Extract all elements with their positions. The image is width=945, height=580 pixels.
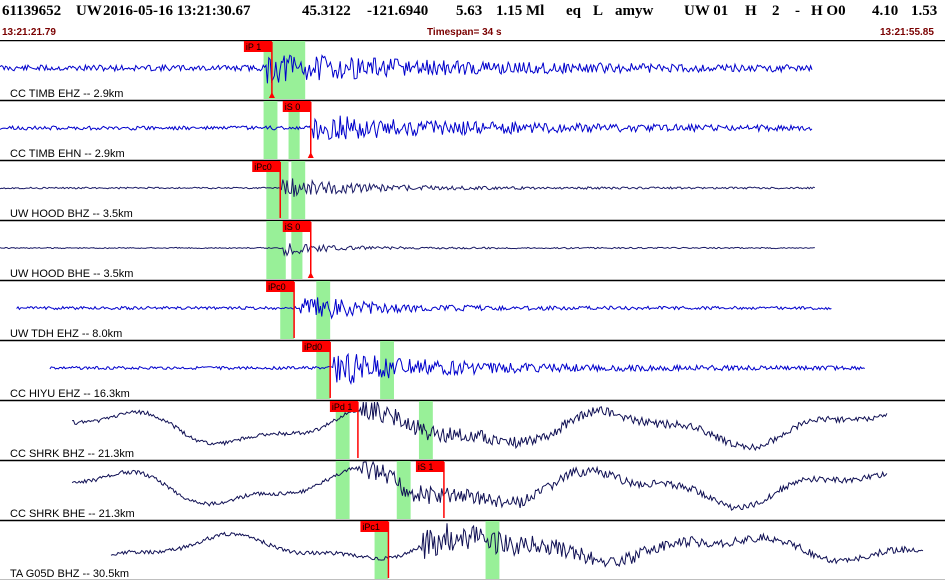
pick-window	[291, 221, 303, 279]
trace-label: TA G05D BHZ -- 30.5km	[10, 568, 129, 580]
seismogram-panel[interactable]: iP 1 CC TIMB EHZ -- 2.9km iS 0 CC TIMB EHN …	[0, 40, 945, 580]
pick-label[interactable]: iS 1	[418, 462, 434, 472]
waveform-trace	[110, 523, 924, 568]
pick-label[interactable]: iPd 1	[332, 402, 353, 412]
pick-flag[interactable]	[282, 221, 311, 232]
pick-flag[interactable]	[302, 341, 331, 352]
start-time: 13:21:21.79	[2, 27, 56, 38]
pick-window	[280, 281, 295, 339]
pick-label[interactable]: iPd0	[304, 342, 322, 352]
trace-label: CC SHRK BHZ -- 21.3km	[10, 448, 134, 460]
trace-label: CC TIMB EHZ -- 2.9km	[10, 88, 123, 100]
pick-marker	[307, 272, 314, 278]
solution-network: UW 01	[684, 3, 729, 19]
pick-label[interactable]: iS 0	[285, 102, 301, 112]
pick-flag[interactable]	[282, 101, 311, 112]
event-id: 61139652	[2, 3, 62, 19]
pick-label[interactable]: iPc0	[268, 282, 286, 292]
pick-window	[485, 521, 500, 579]
pick-flag[interactable]	[415, 461, 444, 472]
pick-flag[interactable]	[252, 161, 281, 172]
end-time: 13:21:55.85	[880, 27, 934, 38]
event-dash: -	[795, 3, 800, 19]
event-header: 61139652 UW 2016-05-16 13:21:30.67 45.31…	[0, 0, 945, 26]
trace-label: CC TIMB EHN -- 2.9km	[10, 148, 125, 160]
pick-flag[interactable]	[266, 281, 295, 292]
pick-window	[335, 401, 350, 459]
event-rms: 4.10	[872, 3, 899, 19]
pick-flag[interactable]	[243, 41, 272, 52]
pick-marker	[307, 152, 314, 158]
event-author: amyw	[615, 3, 654, 19]
pick-window	[374, 521, 389, 579]
event-network: UW	[76, 3, 102, 19]
waveform-trace	[0, 243, 815, 257]
event-longitude: -121.6940	[367, 3, 429, 19]
pick-window	[288, 101, 300, 159]
pick-window	[316, 341, 331, 399]
pick-window	[316, 281, 331, 339]
pick-label[interactable]: iPc0	[254, 162, 272, 172]
event-latitude: 45.3122	[302, 3, 351, 19]
pick-label[interactable]: iP 1	[246, 42, 261, 52]
pick-window	[263, 101, 278, 159]
origin-time: 2016-05-16 13:21:30.67	[103, 3, 251, 19]
trace-label: CC SHRK BHE -- 21.3km	[10, 508, 135, 520]
waveform-trace	[0, 115, 813, 141]
event-magnitude: 1.15 Ml	[496, 3, 545, 19]
event-gt: H	[745, 3, 757, 19]
event-type: eq	[566, 3, 581, 19]
pick-window	[288, 41, 300, 99]
trace-label: UW TDH EHZ -- 8.0km	[10, 328, 122, 340]
time-bar: 13:21:21.79 Timespan= 34 s 13:21:55.85	[0, 26, 945, 40]
event-nph: 2	[772, 3, 780, 19]
pick-label[interactable]: iPc1	[362, 522, 380, 532]
pick-flag[interactable]	[360, 521, 389, 532]
waveform-trace	[0, 178, 815, 197]
pick-marker	[268, 92, 275, 98]
trace-label: UW HOOD BHZ -- 3.5km	[10, 208, 133, 220]
event-quality: H O0	[811, 3, 846, 19]
event-erh: 1.53	[911, 3, 938, 19]
pick-label[interactable]: iS 0	[285, 222, 301, 232]
waveform-trace	[16, 297, 832, 320]
timespan-label: Timespan= 34 s	[427, 27, 502, 38]
waveform-trace	[72, 401, 888, 452]
trace-label: UW HOOD BHE -- 3.5km	[10, 268, 133, 280]
event-flag: L	[593, 3, 604, 19]
pick-flag[interactable]	[329, 401, 358, 412]
pick-window	[266, 161, 289, 219]
waveform-trace	[0, 54, 813, 84]
waveform-trace	[71, 460, 888, 511]
event-depth: 5.63	[456, 3, 483, 19]
trace-label: CC HIYU EHZ -- 16.3km	[10, 388, 130, 400]
waveform-trace	[49, 352, 865, 386]
pick-window	[266, 221, 286, 279]
